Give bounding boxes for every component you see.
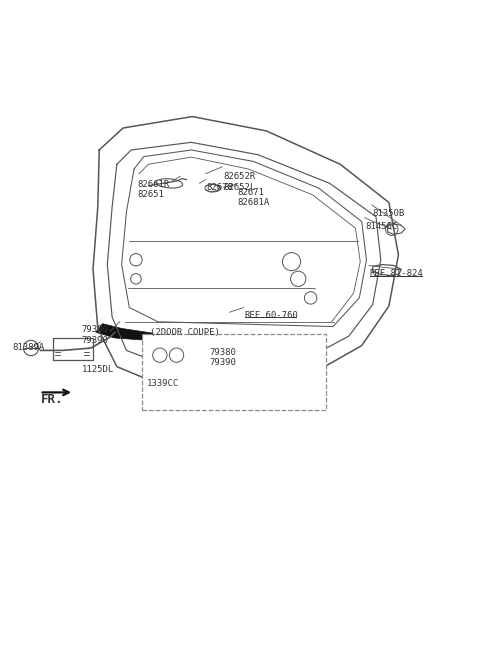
Text: 79380
79390: 79380 79390: [82, 325, 108, 345]
Text: 82661R
82651: 82661R 82651: [137, 179, 169, 199]
Text: 81456C: 81456C: [365, 221, 398, 231]
Text: 82671
82681A: 82671 82681A: [238, 188, 270, 207]
FancyBboxPatch shape: [142, 334, 326, 409]
Text: 82652R
82652L: 82652R 82652L: [223, 172, 255, 192]
Text: (2DOOR COUPE): (2DOOR COUPE): [150, 328, 220, 337]
Text: 1125DL: 1125DL: [82, 365, 114, 374]
Text: 81350B: 81350B: [372, 209, 405, 218]
Polygon shape: [96, 324, 153, 341]
Text: REF.81-824: REF.81-824: [370, 269, 423, 278]
Text: 82678: 82678: [206, 183, 233, 192]
Text: FR.: FR.: [40, 394, 63, 406]
Text: 81389A: 81389A: [12, 343, 44, 352]
Text: 1339CC: 1339CC: [147, 379, 179, 388]
Text: 79380
79390: 79380 79390: [209, 348, 236, 367]
Text: REF.60-760: REF.60-760: [245, 310, 299, 320]
